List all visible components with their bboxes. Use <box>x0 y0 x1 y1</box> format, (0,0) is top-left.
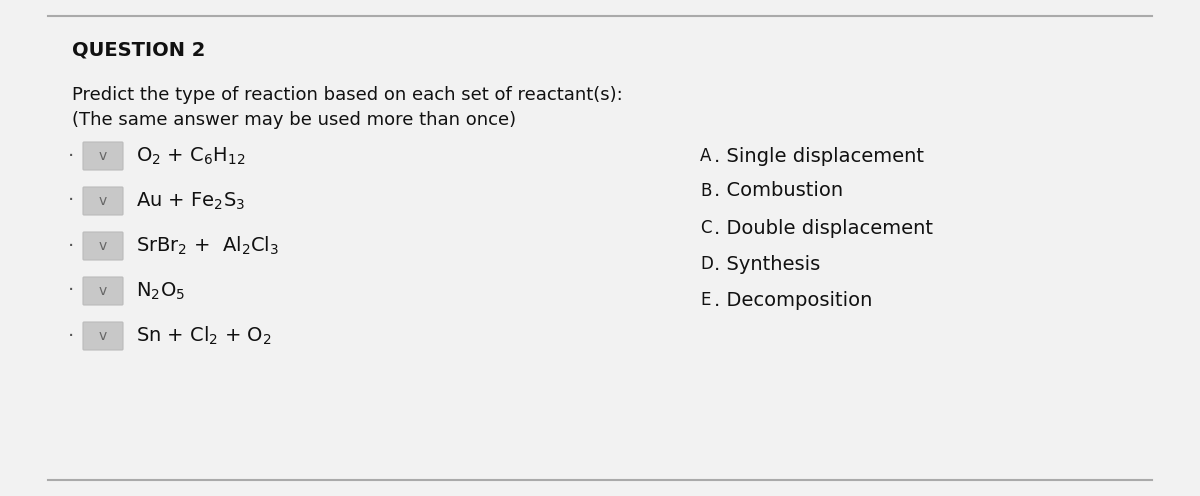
Text: N$_2$O$_5$: N$_2$O$_5$ <box>136 280 185 302</box>
Text: QUESTION 2: QUESTION 2 <box>72 41 205 60</box>
Text: D: D <box>700 255 713 273</box>
Text: A: A <box>700 147 712 165</box>
Text: v: v <box>98 149 107 163</box>
Text: O$_2$ + C$_6$H$_{12}$: O$_2$ + C$_6$H$_{12}$ <box>136 145 245 167</box>
Text: Predict the type of reaction based on each set of reactant(s):: Predict the type of reaction based on ea… <box>72 86 623 104</box>
FancyBboxPatch shape <box>83 142 124 170</box>
Text: ·: · <box>67 282 74 301</box>
Text: v: v <box>98 284 107 298</box>
Text: Sn + Cl$_2$ + O$_2$: Sn + Cl$_2$ + O$_2$ <box>136 325 271 347</box>
FancyBboxPatch shape <box>83 187 124 215</box>
FancyBboxPatch shape <box>83 277 124 305</box>
Text: Au + Fe$_2$S$_3$: Au + Fe$_2$S$_3$ <box>136 190 245 212</box>
Text: ·: · <box>67 146 74 166</box>
Text: B: B <box>700 182 712 200</box>
Text: . Combustion: . Combustion <box>714 182 844 200</box>
FancyBboxPatch shape <box>83 322 124 350</box>
Text: . Synthesis: . Synthesis <box>714 254 821 273</box>
Text: ·: · <box>67 191 74 210</box>
Text: E: E <box>700 291 710 309</box>
Text: . Double displacement: . Double displacement <box>714 219 934 238</box>
Text: . Decomposition: . Decomposition <box>714 291 872 310</box>
FancyBboxPatch shape <box>83 232 124 260</box>
Text: v: v <box>98 239 107 253</box>
Text: ·: · <box>67 326 74 346</box>
Text: SrBr$_2$ +  Al$_2$Cl$_3$: SrBr$_2$ + Al$_2$Cl$_3$ <box>136 235 280 257</box>
Text: ·: · <box>67 237 74 255</box>
Text: v: v <box>98 329 107 343</box>
Text: . Single displacement: . Single displacement <box>714 146 924 166</box>
Text: (The same answer may be used more than once): (The same answer may be used more than o… <box>72 111 516 129</box>
Text: v: v <box>98 194 107 208</box>
Text: C: C <box>700 219 712 237</box>
